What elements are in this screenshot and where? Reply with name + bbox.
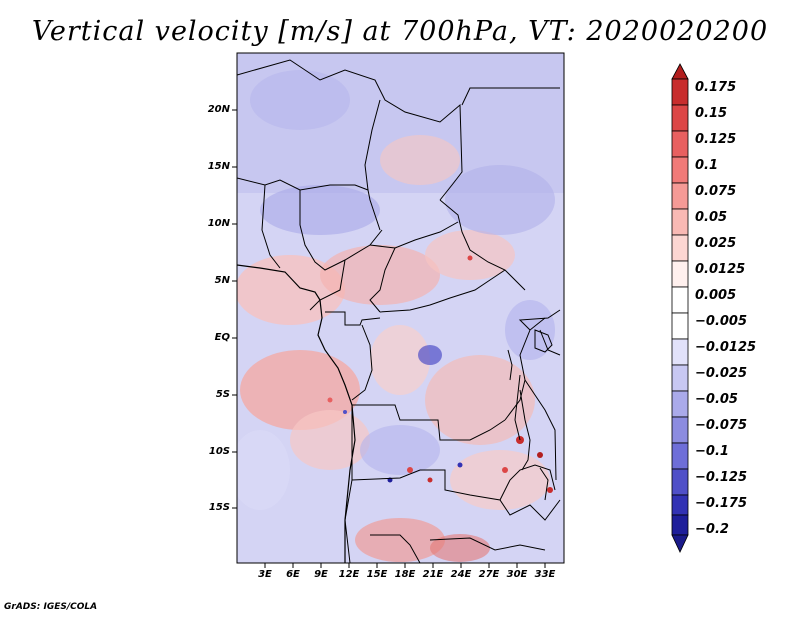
x-label-9e: 9E bbox=[314, 569, 328, 580]
y-label-10s: 10S bbox=[208, 446, 230, 457]
colorbar-label: 0.025 bbox=[695, 236, 737, 251]
colorbar bbox=[671, 63, 689, 553]
colorbar-label: −0.0125 bbox=[695, 340, 757, 355]
colorbar-top-arrow bbox=[671, 63, 689, 80]
colorbar-label: −0.075 bbox=[695, 418, 748, 433]
colorbar-label: −0.1 bbox=[695, 444, 729, 459]
map-title: Vertical velocity [m/s] at 700hPa, VT: 2… bbox=[31, 16, 769, 47]
colorbar-label: 0.05 bbox=[695, 210, 728, 225]
x-label-33e: 33E bbox=[534, 569, 556, 580]
colorbar-label: 0.0125 bbox=[695, 262, 746, 277]
colorbar-label: −0.175 bbox=[695, 496, 748, 511]
x-label-24e: 24E bbox=[450, 569, 472, 580]
colorbar-label: −0.125 bbox=[695, 470, 748, 485]
country-borders bbox=[237, 59, 561, 563]
y-label-20n: 20N bbox=[207, 104, 230, 115]
x-label-6e: 6E bbox=[286, 569, 300, 580]
colorbar-label: 0.175 bbox=[695, 80, 737, 95]
velocity-field bbox=[237, 53, 564, 563]
colorbar-bottom-arrow bbox=[671, 534, 689, 553]
x-label-15e: 15E bbox=[366, 569, 388, 580]
x-label-21e: 21E bbox=[422, 569, 444, 580]
y-label-5n: 5N bbox=[214, 275, 230, 286]
x-label-18e: 18E bbox=[394, 569, 416, 580]
colorbar-label: −0.05 bbox=[695, 392, 738, 407]
colorbar-label: 0.005 bbox=[695, 288, 737, 303]
colorbar-label: 0.075 bbox=[695, 184, 737, 199]
axis-ticks bbox=[232, 109, 546, 568]
colorbar-label: 0.15 bbox=[695, 106, 728, 121]
colorbar-label: −0.2 bbox=[695, 522, 729, 537]
colorbar-label: 0.1 bbox=[695, 158, 719, 173]
y-label-15n: 15N bbox=[207, 161, 230, 172]
y-label-eq: EQ bbox=[214, 332, 230, 343]
y-label-10n: 10N bbox=[207, 218, 230, 229]
plot-frame bbox=[236, 52, 565, 564]
lakes bbox=[507, 329, 553, 501]
coastline bbox=[237, 264, 356, 563]
y-label-5s: 5S bbox=[215, 389, 230, 400]
colorbar-label: −0.025 bbox=[695, 366, 748, 381]
x-label-30e: 30E bbox=[506, 569, 528, 580]
colorbar-label: −0.005 bbox=[695, 314, 748, 329]
x-label-3e: 3E bbox=[258, 569, 272, 580]
y-label-15s: 15S bbox=[208, 502, 230, 513]
x-label-12e: 12E bbox=[338, 569, 360, 580]
grads-credit: GrADS: IGES/COLA bbox=[4, 602, 98, 612]
colorbar-label: 0.125 bbox=[695, 132, 737, 147]
x-label-27e: 27E bbox=[478, 569, 500, 580]
